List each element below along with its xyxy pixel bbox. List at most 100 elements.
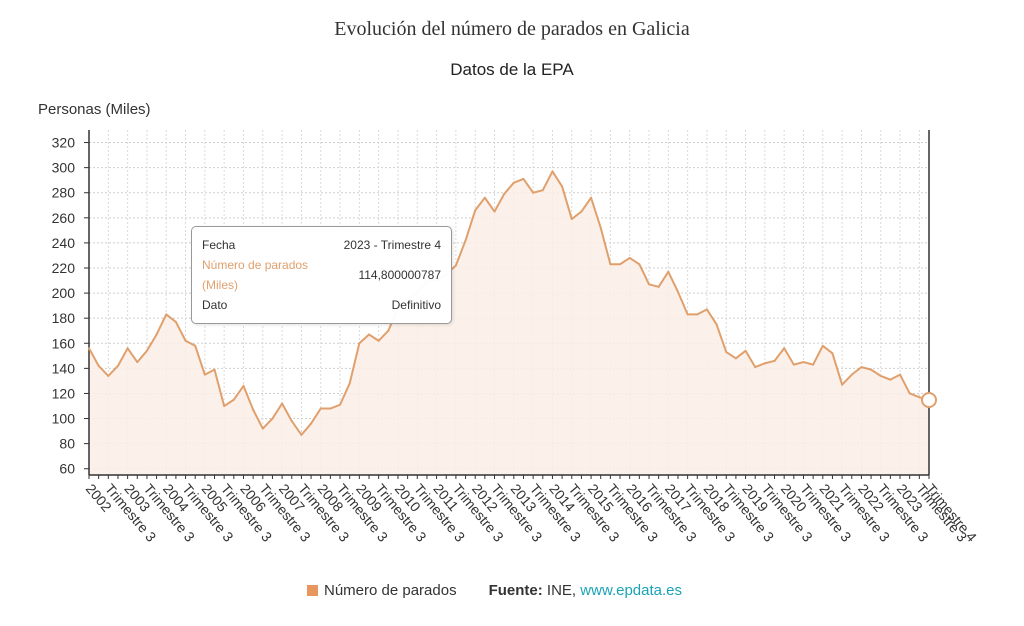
series-line-segment (783, 347, 795, 366)
tooltip-date-label: Fecha (202, 238, 236, 252)
series-line-segment (454, 239, 467, 267)
data-point (753, 365, 757, 369)
series-line-segment (841, 373, 853, 386)
series-line-segment (97, 364, 110, 377)
series-line-segment (252, 408, 264, 430)
series-line-segment (725, 351, 737, 360)
legend-item-label[interactable]: Número de parados (324, 582, 457, 599)
data-point (96, 364, 100, 368)
tooltip-date-value: 2023 - Trimestre 4 (343, 238, 441, 252)
series-line-segment (696, 308, 708, 316)
series-line-segment (532, 189, 544, 194)
series-line-segment (203, 368, 216, 376)
chart-title: Evolución del número de parados en Galic… (334, 18, 690, 40)
series-line-segment (281, 402, 293, 423)
data-point (164, 312, 168, 316)
data-point (512, 180, 516, 184)
data-point (280, 401, 284, 405)
series-line-segment (184, 339, 197, 347)
data-point (840, 382, 844, 386)
data-point (251, 408, 255, 412)
series-line-segment (792, 361, 805, 366)
series-line-segment (580, 196, 593, 213)
source-text: INE, (546, 582, 577, 599)
data-point (830, 351, 834, 355)
data-point (270, 416, 274, 420)
data-point (608, 262, 612, 266)
data-point (811, 362, 815, 366)
data-point (347, 381, 351, 385)
data-point (106, 374, 110, 378)
data-point (261, 426, 265, 430)
series-line-segment (570, 210, 583, 221)
y-tick-label: 320 (52, 135, 76, 151)
series-line-segment (464, 209, 477, 242)
data-point (299, 433, 303, 437)
data-point (222, 404, 226, 408)
highlighted-data-point (921, 391, 937, 408)
y-tick-label: 260 (52, 210, 76, 226)
tooltip-series-value: 114,800000787 (358, 268, 441, 282)
series-line-segment (812, 344, 824, 366)
series-line-segment (116, 347, 129, 367)
data-point (463, 238, 467, 242)
series-line-segment (628, 256, 641, 266)
data-point (145, 349, 149, 353)
series-line-segment (512, 177, 525, 184)
data-point (338, 403, 342, 407)
data-point (541, 188, 545, 192)
series-line-segment (271, 402, 284, 420)
data-point (734, 356, 738, 360)
source-link[interactable]: www.epdata.es (580, 582, 683, 599)
data-point (676, 290, 680, 294)
series-line-segment (715, 323, 728, 354)
series-line-segment (107, 364, 119, 377)
y-axis-label: Personas (Miles) (38, 101, 151, 118)
series-line-segment (174, 320, 187, 342)
data-point (125, 346, 129, 350)
data-point (570, 217, 574, 221)
axes (88, 130, 930, 476)
y-tick-label: 280 (52, 185, 76, 201)
series-line-segment (860, 366, 873, 371)
data-point (618, 262, 622, 266)
data-point (492, 209, 496, 213)
data-point (599, 226, 603, 230)
data-point (87, 346, 91, 350)
data-point (203, 372, 207, 376)
y-tick-label: 200 (52, 285, 76, 301)
series-line-segment (232, 384, 245, 401)
data-point (154, 332, 158, 336)
tooltip-series-label: Número de parados (202, 258, 309, 272)
series-line-segment (599, 226, 612, 266)
series-line-segment (763, 359, 776, 365)
series-line-segment (88, 347, 100, 367)
data-point (627, 256, 631, 260)
series-line-segment (339, 382, 351, 406)
series-line-segment (831, 352, 844, 386)
data-point (850, 372, 854, 376)
series-line-segment (648, 283, 660, 288)
series-line-segment (377, 329, 390, 342)
series-line-segment (474, 196, 486, 212)
data-point (319, 406, 323, 410)
series-line-segment (744, 349, 757, 369)
series-line-segment (657, 270, 670, 288)
y-tick-label: 300 (52, 160, 76, 176)
data-point (550, 169, 554, 173)
y-axis-ticks: 60 80 100 120 140 160 180 200 220 240 260 280 300 320 (52, 135, 89, 477)
data-point (454, 263, 458, 267)
tooltip-status-label: Dato (202, 298, 228, 312)
data-point (232, 398, 236, 402)
y-tick-label: 60 (59, 461, 75, 477)
data-point (367, 332, 371, 336)
series-line-segment (503, 181, 515, 195)
series-line-segment (261, 417, 274, 430)
data-point (357, 341, 361, 345)
data-point (386, 329, 390, 333)
data-point (589, 196, 593, 200)
series-line-segment (773, 347, 786, 362)
data-point (879, 374, 883, 378)
